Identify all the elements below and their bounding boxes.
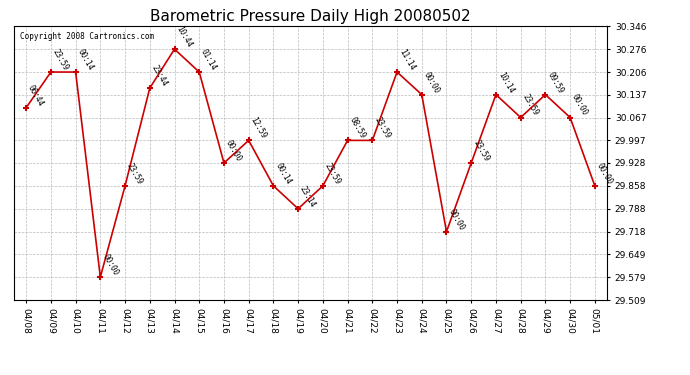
Text: 00:00: 00:00 — [100, 253, 119, 277]
Text: 00:00: 00:00 — [446, 207, 466, 232]
Text: 09:59: 09:59 — [545, 70, 564, 94]
Text: 23:59: 23:59 — [125, 161, 144, 186]
Text: 23:59: 23:59 — [521, 93, 540, 117]
Text: 23:59: 23:59 — [323, 161, 342, 186]
Text: 11:14: 11:14 — [397, 48, 416, 72]
Text: 23:59: 23:59 — [471, 138, 491, 163]
Text: 23:44: 23:44 — [150, 63, 169, 88]
Text: 23:59: 23:59 — [373, 116, 392, 140]
Text: 00:00: 00:00 — [595, 161, 614, 186]
Text: 10:14: 10:14 — [496, 70, 515, 94]
Text: 00:14: 00:14 — [76, 48, 95, 72]
Text: 00:00: 00:00 — [570, 93, 589, 117]
Text: 23:14: 23:14 — [298, 184, 317, 209]
Text: 01:14: 01:14 — [199, 48, 219, 72]
Text: 00:00: 00:00 — [224, 138, 244, 163]
Text: 23:59: 23:59 — [51, 48, 70, 72]
Text: 06:44: 06:44 — [26, 83, 46, 108]
Text: 08:59: 08:59 — [348, 116, 367, 140]
Text: Copyright 2008 Cartronics.com: Copyright 2008 Cartronics.com — [20, 32, 154, 41]
Text: 12:59: 12:59 — [248, 116, 268, 140]
Title: Barometric Pressure Daily High 20080502: Barometric Pressure Daily High 20080502 — [150, 9, 471, 24]
Text: 00:14: 00:14 — [273, 161, 293, 186]
Text: 10:44: 10:44 — [175, 25, 194, 49]
Text: 00:00: 00:00 — [422, 70, 441, 94]
